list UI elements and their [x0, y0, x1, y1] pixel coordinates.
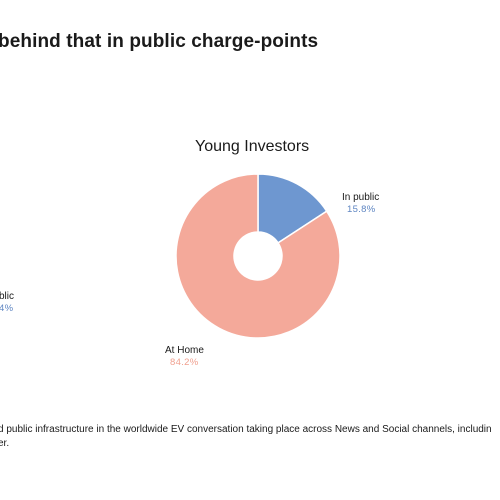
donut-slice-at-home [175, 173, 341, 339]
chart-title-text: Young Investors [195, 138, 310, 155]
footnote-line-1: d public infrastructure in the worldwide… [0, 424, 492, 435]
donut-slice-in-public [257, 173, 328, 244]
slice-label-in-public: In public [342, 192, 380, 203]
headline: behind that in public charge-points [0, 31, 319, 52]
slice-value-at-home: 84.2% [170, 357, 199, 368]
left-chart-label-fragment: blic [0, 291, 15, 302]
slice-label-at-home: At Home [165, 345, 204, 356]
footnote: d public infrastructure in the worldwide… [0, 423, 492, 451]
slice-value-in-public: 15.8% [347, 204, 376, 215]
footnote-line-2: er. [0, 438, 10, 449]
left-chart-value-fragment: 4% [0, 303, 14, 314]
